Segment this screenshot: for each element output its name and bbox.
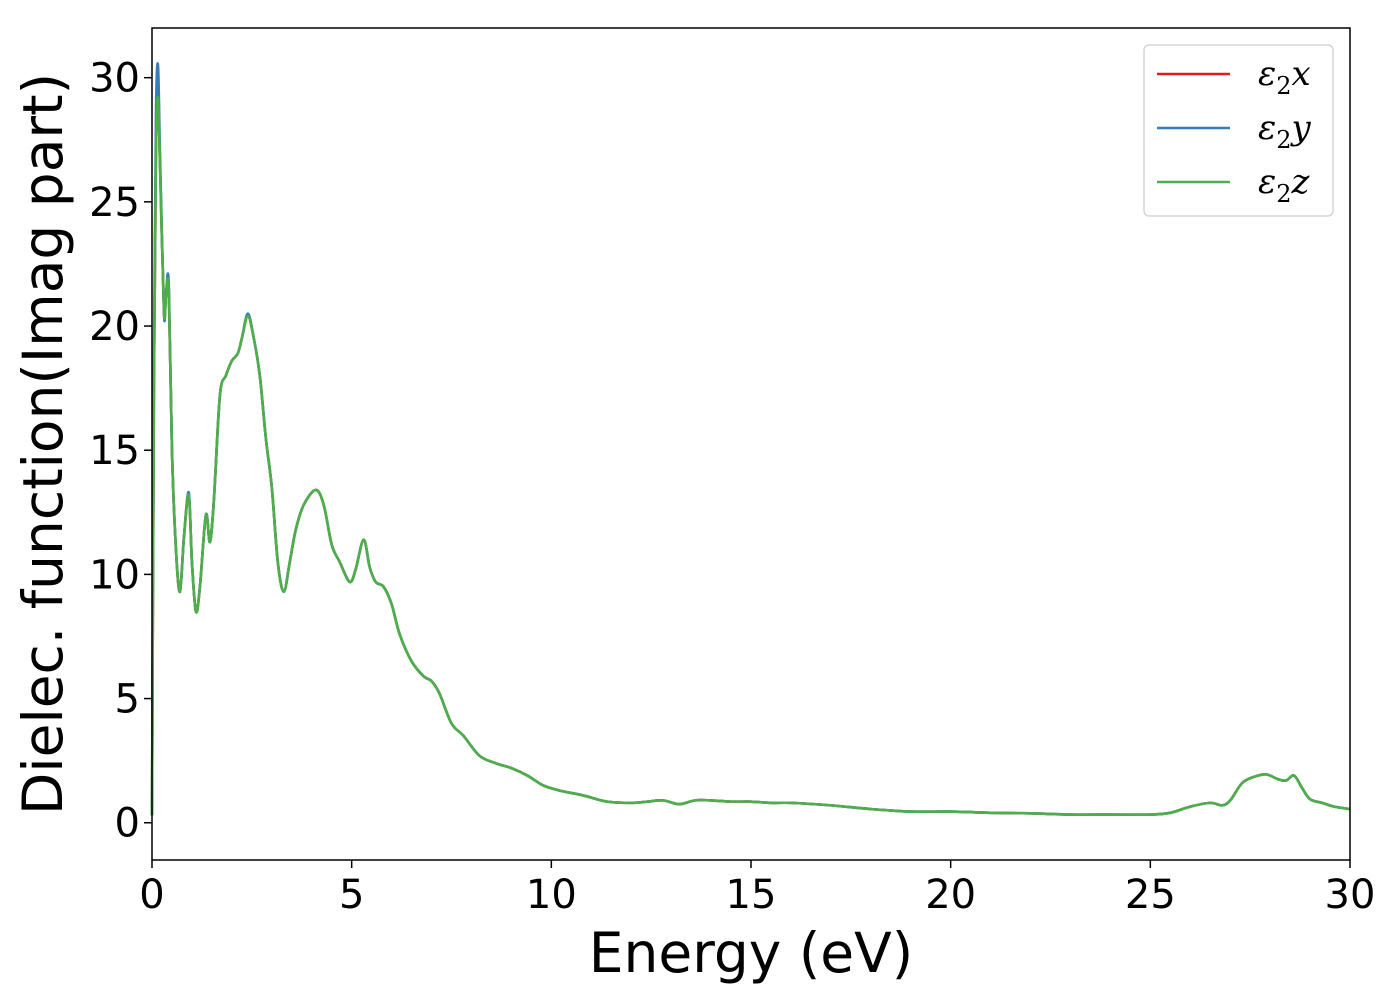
x-tick-label: 20 — [925, 872, 976, 918]
x-axis-ticks: 0 5 10 15 20 25 30 — [139, 860, 1375, 918]
x-tick-label: 0 — [139, 872, 164, 918]
y-axis-title: Dielec. function(Imag part) — [11, 73, 75, 815]
series-line-z — [150, 96, 1351, 816]
y-tick-label: 10 — [89, 552, 140, 598]
x-tick-label: 30 — [1325, 872, 1376, 918]
legend-label-y: ε2y — [1258, 108, 1312, 154]
y-axis-ticks: 0 5 10 15 20 25 30 — [89, 56, 152, 847]
x-axis-title: Energy (eV) — [589, 921, 913, 985]
legend-label-x: ε2x — [1258, 54, 1311, 100]
y-tick-label: 25 — [89, 180, 140, 226]
y-tick-label: 15 — [89, 428, 140, 474]
y-tick-label: 5 — [115, 677, 140, 723]
y-tick-label: 20 — [89, 304, 140, 350]
x-tick-label: 15 — [726, 872, 777, 918]
legend-box — [1143, 44, 1334, 217]
legend-label-z: ε2z — [1258, 162, 1311, 208]
x-tick-label: 5 — [339, 872, 364, 918]
series-layer — [150, 62, 1351, 816]
legend: ε2x ε2y ε2z — [1143, 44, 1334, 217]
y-tick-label: 30 — [89, 56, 140, 102]
x-tick-label: 10 — [526, 872, 577, 918]
y-tick-label: 0 — [115, 801, 140, 847]
legend-entries: ε2x ε2y ε2z — [1157, 54, 1312, 208]
x-tick-label: 25 — [1125, 872, 1176, 918]
